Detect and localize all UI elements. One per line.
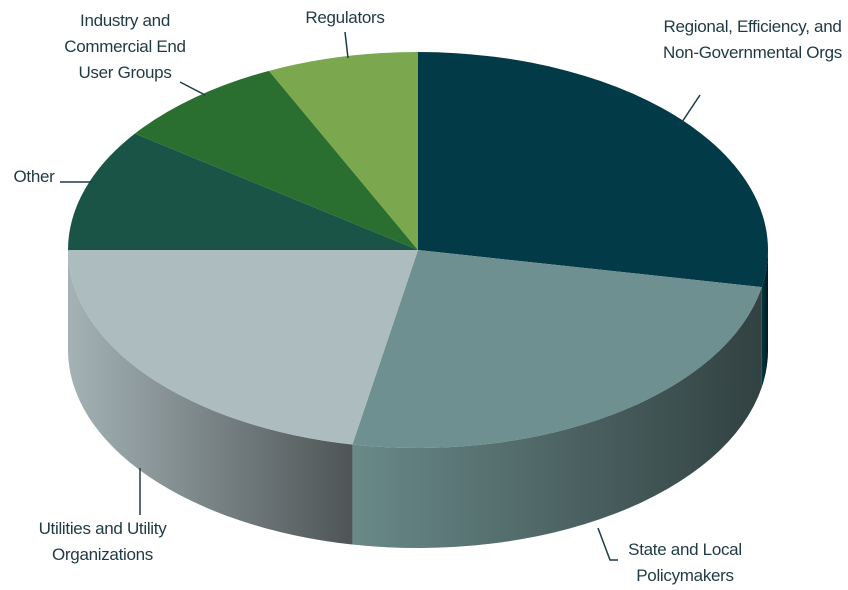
- leader-line: [344, 31, 349, 59]
- slice: [68, 133, 418, 250]
- slice-label: Utilities and Utility Organizations: [38, 519, 167, 564]
- slice: [268, 52, 418, 250]
- slice-label: Other: [13, 167, 55, 186]
- slice-side-shade: [68, 250, 353, 545]
- slice-side-shade: [761, 250, 768, 388]
- slice-label: Regulators: [305, 8, 385, 27]
- leader-line: [179, 81, 206, 96]
- slice: [134, 70, 418, 251]
- leader-line: [681, 94, 701, 123]
- slice: [418, 52, 768, 288]
- leader-line: [597, 527, 618, 561]
- slice: [352, 250, 762, 448]
- slice: [68, 250, 418, 445]
- slice-label: State and Local Policymakers: [628, 540, 742, 585]
- slice-label: Industry and Commercial End User Groups: [64, 11, 186, 82]
- slice-side-shade: [352, 287, 762, 548]
- slice-label: Regional, Efficiency, and Non-Government…: [663, 17, 842, 62]
